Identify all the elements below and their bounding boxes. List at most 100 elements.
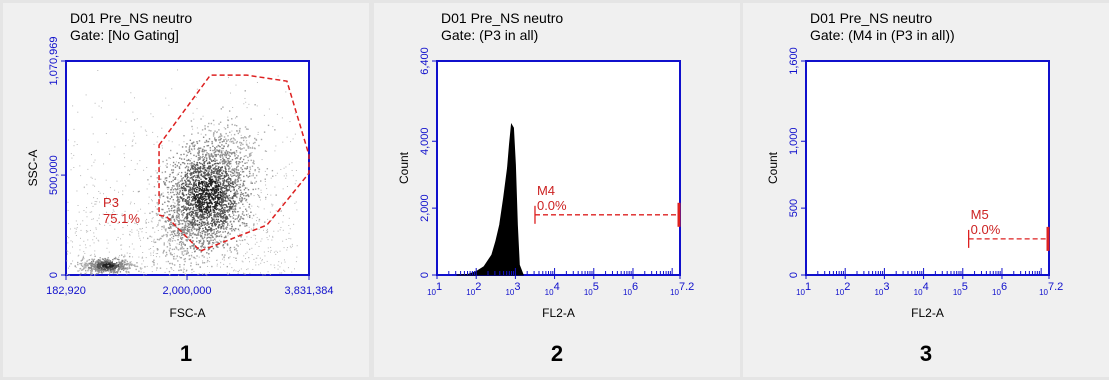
event-point [220, 135, 223, 137]
event-point [185, 239, 187, 241]
event-point [213, 214, 215, 216]
event-point [176, 210, 178, 212]
event-point [188, 196, 190, 198]
event-point [224, 193, 226, 195]
event-point [224, 254, 226, 256]
event-point [209, 234, 211, 236]
event-point [209, 209, 212, 211]
event-point [98, 223, 100, 225]
event-point [202, 262, 204, 264]
event-point [178, 234, 180, 237]
event-point [181, 188, 183, 190]
event-point [222, 243, 225, 246]
event-point [173, 204, 175, 207]
x-tick-label-exponent: 4 [554, 281, 560, 293]
event-point [180, 237, 182, 240]
event-point [154, 241, 157, 243]
event-point [218, 221, 221, 223]
event-point [131, 229, 133, 231]
event-point [212, 119, 215, 122]
event-point [190, 192, 192, 194]
event-point [214, 216, 217, 218]
event-point [217, 183, 220, 186]
event-point [221, 210, 223, 212]
event-point [183, 226, 185, 228]
event-point [167, 189, 169, 191]
event-point [197, 174, 200, 177]
event-point [244, 187, 247, 189]
event-point [223, 236, 226, 239]
event-point [216, 259, 218, 261]
event-point [228, 214, 231, 216]
event-point [117, 270, 119, 272]
event-point [99, 201, 101, 203]
event-point [224, 152, 227, 154]
event-point [226, 172, 228, 175]
event-point [210, 182, 213, 184]
event-point [237, 210, 239, 213]
x-tick-label-exponent: 1 [436, 281, 442, 293]
event-point [257, 194, 259, 196]
event-point [174, 177, 177, 179]
event-point [224, 213, 226, 216]
event-point [185, 183, 187, 185]
event-point [92, 259, 94, 261]
event-point [226, 140, 228, 142]
event-point [213, 228, 215, 231]
event-point [159, 195, 161, 198]
event-point [220, 205, 223, 207]
event-point [241, 148, 243, 150]
event-point [218, 177, 221, 179]
event-point [172, 185, 174, 187]
event-point [151, 240, 153, 242]
event-point [176, 185, 178, 187]
event-point [107, 261, 110, 264]
event-point [202, 260, 204, 262]
event-point [70, 153, 72, 155]
event-point [116, 203, 118, 205]
event-point [197, 204, 200, 207]
event-point [192, 145, 194, 147]
event-point [202, 182, 204, 185]
event-point [77, 255, 79, 257]
event-point [225, 236, 227, 239]
event-point [178, 181, 180, 184]
event-point [204, 233, 206, 236]
event-point [204, 128, 206, 130]
event-point [277, 264, 279, 266]
event-point [224, 128, 227, 130]
event-point [204, 221, 206, 224]
event-point [215, 184, 218, 187]
event-point [172, 171, 174, 174]
event-point [133, 97, 135, 99]
event-point [235, 203, 238, 205]
event-point [80, 260, 82, 262]
event-point [201, 175, 204, 178]
event-point [238, 172, 240, 174]
event-point [105, 133, 107, 135]
event-point [170, 223, 172, 226]
x-tick-label-exponent: 3 [514, 281, 520, 293]
event-point [226, 215, 228, 218]
event-point [203, 164, 206, 167]
event-point [223, 257, 225, 259]
event-point [94, 203, 96, 205]
event-point [190, 172, 192, 174]
event-point [107, 263, 110, 266]
event-point [210, 184, 212, 186]
event-point [205, 208, 207, 211]
event-point [196, 161, 198, 164]
event-point [205, 216, 208, 219]
event-point [202, 164, 204, 167]
event-point [217, 167, 220, 170]
event-point [186, 232, 188, 235]
event-point [218, 199, 220, 201]
event-point [231, 158, 234, 161]
event-point [245, 141, 247, 143]
event-point [241, 137, 243, 139]
event-point [232, 172, 234, 175]
event-point [233, 248, 236, 251]
event-point [89, 255, 91, 257]
event-point [98, 271, 100, 273]
event-point [198, 150, 200, 152]
